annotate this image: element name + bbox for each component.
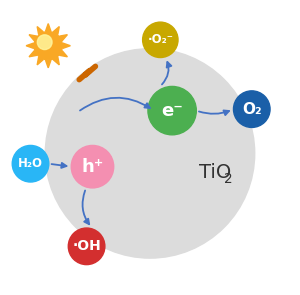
Polygon shape: [53, 57, 59, 65]
Polygon shape: [46, 60, 51, 68]
Polygon shape: [46, 24, 51, 31]
Polygon shape: [29, 51, 37, 57]
Polygon shape: [63, 43, 70, 48]
Circle shape: [34, 32, 62, 60]
Circle shape: [37, 35, 52, 50]
Polygon shape: [26, 43, 34, 48]
Polygon shape: [37, 57, 43, 65]
Circle shape: [148, 86, 196, 135]
Text: 2: 2: [224, 172, 233, 186]
Text: TiO: TiO: [199, 163, 231, 182]
Polygon shape: [37, 27, 43, 35]
Polygon shape: [29, 35, 37, 41]
Text: h⁺: h⁺: [81, 158, 104, 176]
Circle shape: [142, 22, 178, 58]
Circle shape: [45, 49, 255, 258]
Text: e⁻: e⁻: [161, 101, 183, 120]
Polygon shape: [53, 27, 59, 35]
Text: ·O₂⁻: ·O₂⁻: [147, 33, 173, 46]
Text: O₂: O₂: [242, 102, 262, 117]
Text: H₂O: H₂O: [18, 157, 43, 170]
Circle shape: [12, 145, 49, 182]
Text: ·OH: ·OH: [72, 239, 101, 253]
Polygon shape: [59, 35, 68, 41]
Circle shape: [233, 91, 270, 127]
Circle shape: [68, 228, 105, 265]
Circle shape: [71, 145, 114, 188]
Polygon shape: [59, 51, 68, 57]
